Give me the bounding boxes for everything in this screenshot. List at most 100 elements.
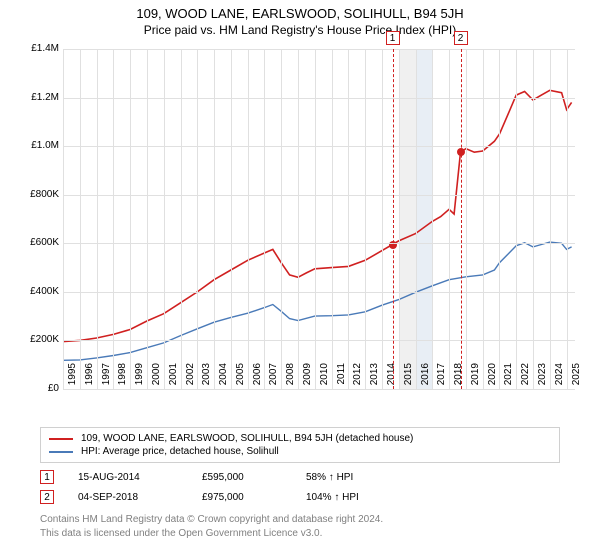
gridline-v [113,49,114,389]
y-axis-label: £1.4M [15,43,59,54]
y-axis-label: £400K [15,286,59,297]
x-axis-label: 2014 [386,363,397,393]
event-marker-box: 1 [386,31,400,45]
legend-label: 109, WOOD LANE, EARLSWOOD, SOLIHULL, B94… [81,433,413,444]
gridline-v [264,49,265,389]
gridline-v [281,49,282,389]
x-axis-label: 2006 [252,363,263,393]
gridline-h [63,292,575,293]
gridline-v [197,49,198,389]
gridline-h [63,340,575,341]
gridline-v [483,49,484,389]
chart-title: 109, WOOD LANE, EARLSWOOD, SOLIHULL, B94… [0,0,600,21]
x-axis-label: 2016 [420,363,431,393]
event-date: 15-AUG-2014 [78,472,178,483]
gridline-h [63,98,575,99]
x-axis-label: 2021 [503,363,514,393]
gridline-v [449,49,450,389]
x-axis-label: 2010 [319,363,330,393]
event-row: 1 15-AUG-2014 £595,000 58% ↑ HPI [40,467,560,487]
x-axis-label: 2022 [520,363,531,393]
x-axis-label: 2015 [403,363,414,393]
x-axis-label: 2002 [185,363,196,393]
y-axis-label: £600K [15,237,59,248]
event-marker-line [393,49,394,389]
legend-label: HPI: Average price, detached house, Soli… [81,446,279,457]
event-price: £975,000 [202,492,282,503]
gridline-v [416,49,417,389]
event-hpi: 104% ↑ HPI [306,492,396,503]
x-axis-label: 1998 [117,363,128,393]
gridline-v [332,49,333,389]
gridline-v [298,49,299,389]
legend-row: HPI: Average price, detached house, Soli… [49,445,551,458]
legend-row: 109, WOOD LANE, EARLSWOOD, SOLIHULL, B94… [49,432,551,445]
x-axis-label: 2004 [218,363,229,393]
x-axis-label: 2023 [537,363,548,393]
x-axis-label: 2003 [201,363,212,393]
gridline-v [63,49,64,389]
gridline-v [365,49,366,389]
series-hpi [63,242,572,360]
gridline-v [315,49,316,389]
y-axis-label: £800K [15,189,59,200]
event-row: 2 04-SEP-2018 £975,000 104% ↑ HPI [40,487,560,507]
x-axis-label: 2008 [285,363,296,393]
event-price: £595,000 [202,472,282,483]
y-axis-label: £1.0M [15,140,59,151]
x-axis-label: 1995 [67,363,78,393]
gridline-h [63,243,575,244]
event-date: 04-SEP-2018 [78,492,178,503]
x-axis-label: 2017 [436,363,447,393]
event-id-box: 1 [40,470,54,484]
gridline-v [164,49,165,389]
y-axis-label: £0 [15,383,59,394]
gridline-v [466,49,467,389]
series-svg [63,49,575,389]
gridline-v [181,49,182,389]
event-marker-box: 2 [454,31,468,45]
event-id-box: 2 [40,490,54,504]
x-axis-label: 2001 [168,363,179,393]
gridline-v [499,49,500,389]
x-axis-label: 2012 [352,363,363,393]
attribution: Contains HM Land Registry data © Crown c… [40,513,560,540]
plot-area [63,49,575,389]
legend: 109, WOOD LANE, EARLSWOOD, SOLIHULL, B94… [40,427,560,463]
gridline-v [567,49,568,389]
gridline-v [348,49,349,389]
gridline-v [97,49,98,389]
legend-swatch [49,451,73,453]
gridline-v [130,49,131,389]
gridline-v [214,49,215,389]
attribution-line1: Contains HM Land Registry data © Crown c… [40,513,560,527]
gridline-v [248,49,249,389]
gridline-v [231,49,232,389]
gridline-h [63,49,575,50]
x-axis-label: 2011 [336,363,347,393]
event-hpi: 58% ↑ HPI [306,472,396,483]
x-axis-label: 2013 [369,363,380,393]
gridline-v [399,49,400,389]
chart-container: 109, WOOD LANE, EARLSWOOD, SOLIHULL, B94… [0,0,600,560]
y-axis-label: £1.2M [15,92,59,103]
x-axis-label: 2005 [235,363,246,393]
x-axis-label: 1996 [84,363,95,393]
x-axis-label: 2024 [554,363,565,393]
event-marker-line [461,49,462,389]
chart-area: £0£200K£400K£600K£800K£1.0M£1.2M£1.4M199… [15,41,585,421]
x-axis-label: 2000 [151,363,162,393]
gridline-v [80,49,81,389]
gridline-v [533,49,534,389]
x-axis-label: 2025 [571,363,582,393]
gridline-v [516,49,517,389]
x-axis-label: 1999 [134,363,145,393]
x-axis-label: 2007 [268,363,279,393]
x-axis-label: 2020 [487,363,498,393]
x-axis-label: 2018 [453,363,464,393]
gridline-v [550,49,551,389]
series-property [63,90,572,341]
legend-swatch [49,438,73,440]
gridline-h [63,146,575,147]
x-axis-label: 2009 [302,363,313,393]
